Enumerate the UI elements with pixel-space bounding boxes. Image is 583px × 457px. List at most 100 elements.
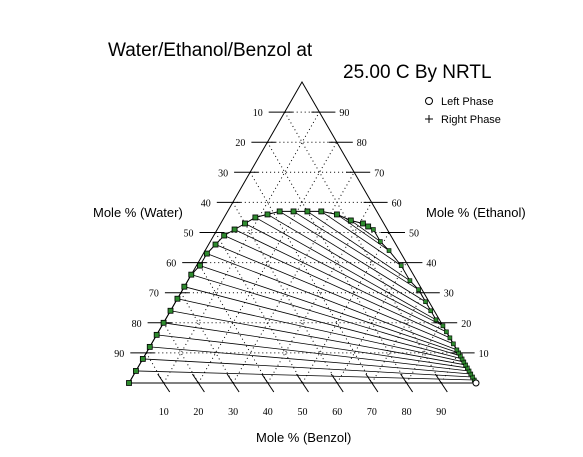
tick-label-benzol: 40: [263, 407, 273, 418]
tie-line: [350, 220, 381, 242]
tick-label-water: 70: [149, 289, 159, 300]
right-phase-point: [371, 227, 376, 232]
tick-benzol: [157, 373, 171, 393]
tick-label-ethanol: 40: [426, 259, 436, 270]
tie-line: [170, 310, 466, 366]
grid-line-water: [163, 322, 199, 384]
left-phase-point: [181, 283, 188, 290]
grid-line-water: [215, 232, 303, 384]
left-phase-point: [133, 368, 139, 374]
phase-markers: [126, 208, 480, 387]
tick-benzol: [365, 373, 379, 393]
tie-line: [307, 211, 411, 281]
right-phase-point: [428, 308, 434, 314]
tie-line: [156, 334, 470, 372]
left-phase-point: [139, 356, 146, 362]
tie-line: [215, 244, 454, 345]
right-phase-point: [440, 323, 446, 329]
tick-label-water: 30: [218, 168, 228, 179]
tick-label-water: 90: [114, 349, 124, 360]
left-phase-point: [231, 226, 238, 233]
tick-label-ethanol: 30: [444, 289, 454, 300]
tick-benzol: [296, 373, 309, 393]
tie-line: [199, 265, 459, 354]
tie-line: [177, 298, 464, 363]
tick-label-benzol: 50: [298, 407, 308, 418]
left-phase-point: [174, 295, 181, 302]
tick-label-water: 50: [184, 229, 194, 240]
left-phase-point: [167, 307, 174, 314]
title-condition: 25.00 C By NRTL: [343, 62, 492, 83]
right-phase-point: [454, 347, 460, 353]
tick-label-benzol: 80: [402, 407, 412, 418]
tick-label-water: 10: [253, 108, 263, 119]
tie-line: [191, 274, 461, 357]
tie-line: [163, 322, 468, 369]
grid-line-benzol: [302, 232, 390, 384]
left-phase-point: [203, 250, 210, 257]
tie-line: [184, 286, 463, 360]
tie-line: [142, 358, 473, 378]
right-phase-point: [423, 299, 428, 305]
tie-line: [234, 229, 447, 333]
grid-line-water: [249, 172, 373, 384]
right-phase-point: [398, 263, 404, 268]
tick-label-ethanol: 90: [339, 108, 349, 119]
tick-label-ethanol: 50: [409, 229, 419, 240]
right-phase-point: [416, 287, 421, 292]
tick-benzol: [400, 373, 414, 393]
left-phase-point: [242, 220, 248, 227]
tie-line: [321, 211, 402, 266]
left-phase-point: [197, 262, 203, 269]
right-phase-point: [447, 335, 453, 341]
axis-label-water: Mole % (Water): [93, 205, 183, 220]
axis-label-benzol: Mole % (Benzol): [256, 430, 351, 445]
legend-right-phase: Right Phase: [441, 114, 501, 126]
left-phase-point: [276, 208, 283, 215]
tie-line: [336, 214, 390, 251]
grid-line-benzol: [163, 111, 320, 384]
axis-label-ethanol: Mole % (Ethanol): [426, 205, 526, 220]
tick-label-water: 40: [201, 198, 211, 209]
tie-line: [293, 211, 419, 291]
tick-label-benzol: 70: [367, 407, 377, 418]
tick-label-ethanol: 10: [479, 349, 489, 360]
tick-label-benzol: 90: [436, 407, 446, 418]
left-phase-point: [252, 214, 259, 221]
legend-circle-icon: [425, 97, 433, 105]
title-main: Water/Ethanol/Benzol at: [108, 40, 313, 61]
right-phase-point: [378, 239, 383, 244]
right-phase-point: [407, 278, 413, 283]
tick-marks: 10 10 10 20 20 20 30 30 30 40 40 40 50 50 50 60 60 60 70 70…: [114, 108, 488, 418]
right-phase-point: [433, 317, 439, 323]
tick-label-water: 80: [132, 319, 142, 330]
left-phase-point: [347, 217, 354, 224]
tick-label-benzol: 30: [228, 407, 238, 418]
right-phase-point: [451, 341, 456, 347]
left-phase-point: [160, 319, 167, 326]
ternary-grid: [145, 111, 460, 384]
tick-label-water: 20: [235, 138, 245, 149]
tie-line: [135, 370, 475, 381]
grid-line-benzol: [371, 292, 425, 384]
tie-line: [255, 217, 437, 321]
chart-title: Water/Ethanol/Benzol at 25.00 C By NRTL: [0, 18, 583, 84]
left-phase-point: [360, 220, 366, 227]
tick-label-benzol: 10: [159, 407, 169, 418]
tie-line: [149, 346, 471, 375]
tie-line: [267, 214, 431, 312]
left-phase-point: [153, 331, 160, 338]
tick-label-benzol: 20: [193, 407, 203, 418]
tie-line: [244, 223, 444, 327]
left-phase-point: [304, 208, 311, 215]
left-phase-point: [264, 211, 271, 218]
tick-label-ethanol: 80: [357, 138, 367, 149]
tick-label-water: 60: [166, 259, 176, 270]
left-phase-point: [212, 241, 219, 248]
tick-benzol: [330, 373, 344, 393]
tie-line: [206, 253, 458, 351]
grid-line-water: [232, 202, 338, 384]
left-phase-point: [221, 232, 228, 239]
left-phase-point: [126, 380, 132, 386]
